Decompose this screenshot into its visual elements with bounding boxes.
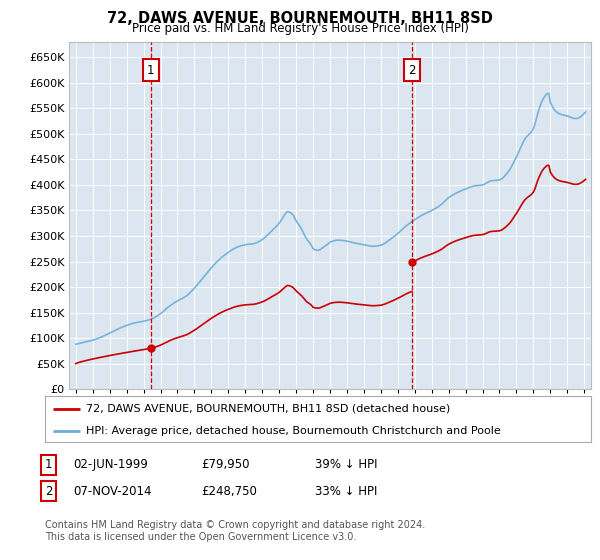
Text: Price paid vs. HM Land Registry's House Price Index (HPI): Price paid vs. HM Land Registry's House … [131,22,469,35]
Text: £79,950: £79,950 [201,458,250,472]
Text: 2: 2 [45,484,53,498]
Text: 1: 1 [45,458,53,472]
Text: 02-JUN-1999: 02-JUN-1999 [73,458,148,472]
Text: 39% ↓ HPI: 39% ↓ HPI [315,458,377,472]
Text: 1: 1 [147,64,154,77]
Text: 07-NOV-2014: 07-NOV-2014 [73,484,152,498]
Text: HPI: Average price, detached house, Bournemouth Christchurch and Poole: HPI: Average price, detached house, Bour… [86,426,500,436]
Text: Contains HM Land Registry data © Crown copyright and database right 2024.: Contains HM Land Registry data © Crown c… [45,520,425,530]
Text: 2: 2 [409,64,416,77]
Text: £248,750: £248,750 [201,484,257,498]
Text: 33% ↓ HPI: 33% ↓ HPI [315,484,377,498]
Text: 72, DAWS AVENUE, BOURNEMOUTH, BH11 8SD (detached house): 72, DAWS AVENUE, BOURNEMOUTH, BH11 8SD (… [86,404,450,414]
Text: This data is licensed under the Open Government Licence v3.0.: This data is licensed under the Open Gov… [45,532,356,542]
Text: 72, DAWS AVENUE, BOURNEMOUTH, BH11 8SD: 72, DAWS AVENUE, BOURNEMOUTH, BH11 8SD [107,11,493,26]
